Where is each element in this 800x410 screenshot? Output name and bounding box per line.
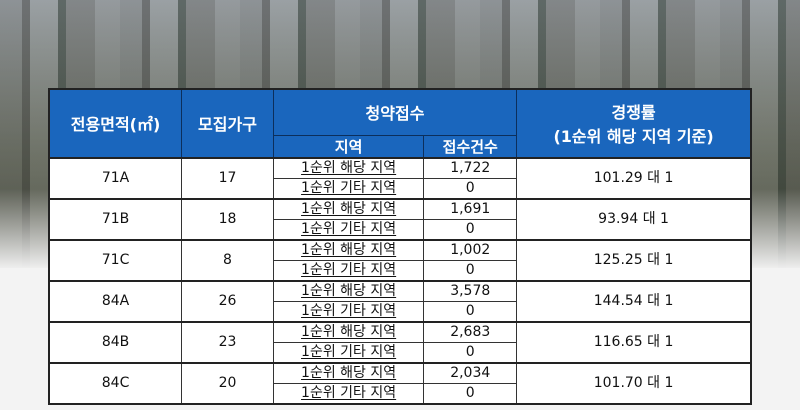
table-subrow: 1순위 기타 지역 0 bbox=[49, 382, 751, 404]
table-subrow: 1순위 기타 지역 0 bbox=[49, 218, 751, 240]
count-cell: 1,691 bbox=[423, 197, 518, 220]
header-rate-title: 경쟁률 bbox=[611, 103, 656, 123]
region-cell: 1순위 해당 지역 bbox=[272, 279, 425, 302]
table-row: 84A 26 1순위 해당 지역 3,578 144.54 대 1 bbox=[48, 279, 752, 322]
units-cell: 17 bbox=[181, 156, 274, 199]
region-cell: 1순위 기타 지역 bbox=[272, 300, 425, 322]
region-cell: 1순위 기타 지역 bbox=[272, 218, 425, 240]
units-cell: 8 bbox=[181, 238, 274, 281]
header-units: 모집가구 bbox=[181, 88, 274, 158]
units-cell: 18 bbox=[181, 197, 274, 240]
table-row: 71B 18 1순위 해당 지역 1,691 93.94 대 1 bbox=[48, 197, 752, 240]
table-row: 84B 23 1순위 해당 지역 2,683 116.65 대 1 bbox=[48, 320, 752, 363]
header-region: 지역 bbox=[272, 134, 425, 158]
units-cell: 26 bbox=[181, 279, 274, 322]
count-cell: 0 bbox=[423, 341, 518, 363]
region-cell: 1순위 해당 지역 bbox=[272, 156, 425, 179]
table-subrow: 1순위 기타 지역 0 bbox=[49, 300, 751, 322]
count-cell: 3,578 bbox=[423, 279, 518, 302]
area-cell: 71B bbox=[48, 197, 183, 240]
count-cell: 0 bbox=[423, 259, 518, 281]
rate-cell: 125.25 대 1 bbox=[516, 238, 752, 281]
header-count: 접수건수 bbox=[423, 134, 518, 158]
competition-table: 전용면적(㎡) 모집가구 청약접수 경쟁률 (1순위 해당 지역 기준) 지역 접… bbox=[48, 88, 752, 405]
count-cell: 1,722 bbox=[423, 156, 518, 179]
area-cell: 71C bbox=[48, 238, 183, 281]
count-cell: 0 bbox=[423, 300, 518, 322]
units-cell: 20 bbox=[181, 361, 274, 404]
rate-cell: 144.54 대 1 bbox=[516, 279, 752, 322]
region-cell: 1순위 해당 지역 bbox=[272, 361, 425, 384]
region-cell: 1순위 기타 지역 bbox=[272, 177, 425, 199]
rate-cell: 93.94 대 1 bbox=[516, 197, 752, 240]
table-subrow: 1순위 기타 지역 0 bbox=[49, 341, 751, 363]
area-cell: 84C bbox=[48, 361, 183, 404]
region-cell: 1순위 해당 지역 bbox=[272, 197, 425, 220]
region-cell: 1순위 기타 지역 bbox=[272, 259, 425, 281]
count-cell: 1,002 bbox=[423, 238, 518, 261]
rate-cell: 101.70 대 1 bbox=[516, 361, 752, 404]
region-cell: 1순위 해당 지역 bbox=[272, 320, 425, 343]
area-cell: 84A bbox=[48, 279, 183, 322]
region-cell: 1순위 기타 지역 bbox=[272, 382, 425, 404]
rate-cell: 116.65 대 1 bbox=[516, 320, 752, 363]
table-row: 71C 8 1순위 해당 지역 1,002 125.25 대 1 bbox=[48, 238, 752, 281]
region-cell: 1순위 기타 지역 bbox=[272, 341, 425, 363]
header-rate: 경쟁률 (1순위 해당 지역 기준) bbox=[516, 88, 752, 158]
table-row: 71A 17 1순위 해당 지역 1,722 101.29 대 1 bbox=[48, 156, 752, 199]
header-apply: 청약접수 bbox=[272, 88, 518, 136]
rate-cell: 101.29 대 1 bbox=[516, 156, 752, 199]
units-cell: 23 bbox=[181, 320, 274, 363]
header-rate-sub: (1순위 해당 지역 기준) bbox=[553, 127, 714, 147]
count-cell: 0 bbox=[423, 177, 518, 199]
table-row: 84C 20 1순위 해당 지역 2,034 101.70 대 1 bbox=[48, 361, 752, 404]
count-cell: 0 bbox=[423, 218, 518, 240]
area-cell: 71A bbox=[48, 156, 183, 199]
header-area: 전용면적(㎡) bbox=[48, 88, 183, 158]
count-cell: 2,034 bbox=[423, 361, 518, 384]
count-cell: 2,683 bbox=[423, 320, 518, 343]
area-cell: 84B bbox=[48, 320, 183, 363]
table-subrow: 1순위 기타 지역 0 bbox=[49, 177, 751, 199]
region-cell: 1순위 해당 지역 bbox=[272, 238, 425, 261]
count-cell: 0 bbox=[423, 382, 518, 404]
